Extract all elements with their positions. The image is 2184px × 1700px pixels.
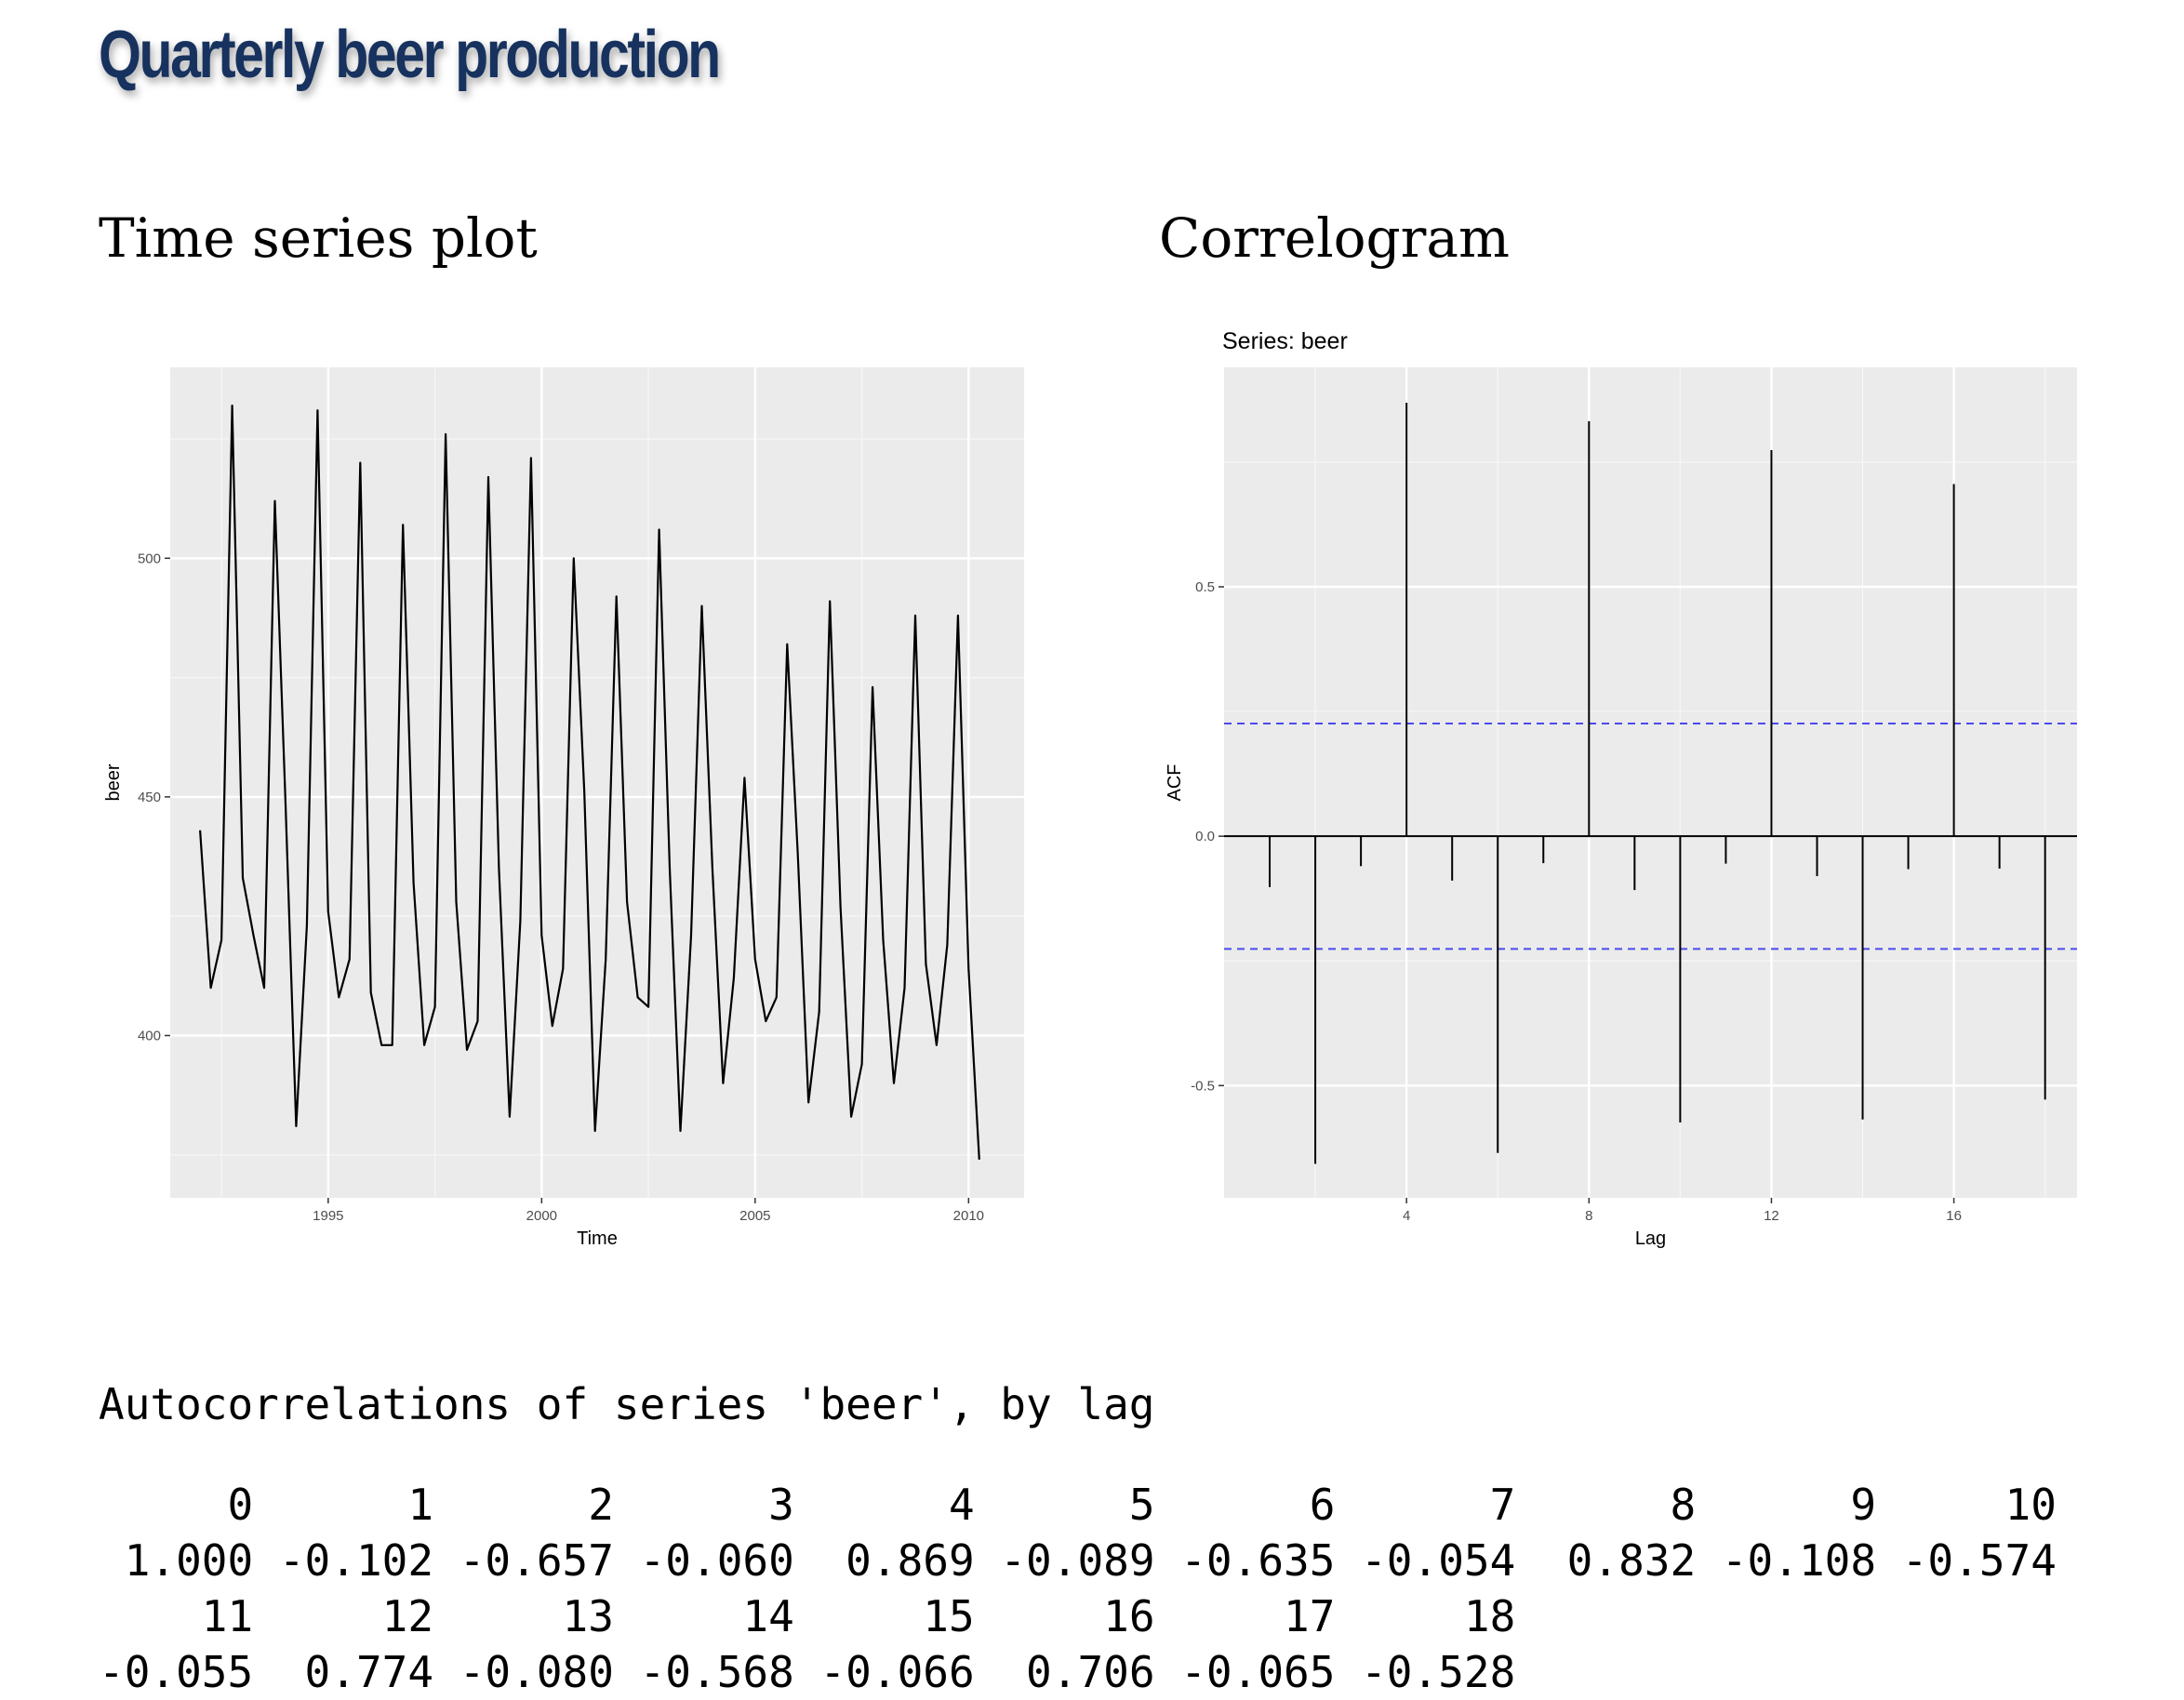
y-tick-label: 0.0 <box>1195 829 1215 844</box>
acf-value: -0.635 <box>1154 1535 1336 1586</box>
lag-label: 3 <box>613 1480 794 1530</box>
acf-value: -0.102 <box>253 1535 434 1586</box>
x-tick-label: 8 <box>1585 1208 1592 1224</box>
x-tick-label: 2005 <box>739 1208 770 1224</box>
x-tick-label: 12 <box>1764 1208 1779 1224</box>
acf-value: 0.869 <box>793 1535 975 1586</box>
lag-label: 1 <box>253 1480 434 1530</box>
x-tick-label: 4 <box>1403 1208 1410 1224</box>
x-axis-label: Time <box>577 1229 618 1249</box>
acf-value: 0.706 <box>974 1647 1155 1697</box>
lag-label: 2 <box>433 1480 614 1530</box>
lag-label: 13 <box>433 1591 614 1641</box>
acf-value-row: -0.055 0.774 -0.080 -0.568 -0.066 0.706 … <box>99 1644 2057 1700</box>
y-tick-label: -0.5 <box>1191 1078 1215 1094</box>
plot-panel <box>170 367 1024 1198</box>
slide-title: Quarterly beer production <box>99 18 721 92</box>
x-tick-label: 2010 <box>953 1208 984 1224</box>
acf-value-row: 1.000 -0.102 -0.657 -0.060 0.869 -0.089 … <box>99 1533 2057 1588</box>
lag-label: 10 <box>1876 1480 2057 1530</box>
y-tick-label: 400 <box>138 1029 161 1044</box>
acf-value: -0.065 <box>1154 1647 1336 1697</box>
acf-output-caption: Autocorrelations of series 'beer', by la… <box>99 1379 1155 1429</box>
lag-label: 17 <box>1154 1591 1336 1641</box>
lag-header-row: 0 1 2 3 4 5 6 7 8 9 10 <box>99 1477 2057 1533</box>
lag-label: 9 <box>1696 1480 1877 1530</box>
acf-output-table: 0 1 2 3 4 5 6 7 8 9 10 1.000 -0.102 -0.6… <box>99 1477 2057 1700</box>
acf-value: 1.000 <box>99 1535 254 1586</box>
acf-value: -0.060 <box>613 1535 794 1586</box>
series-line <box>199 404 980 1160</box>
lag-label: 11 <box>99 1591 254 1641</box>
x-tick-label: 2000 <box>526 1208 557 1224</box>
chart-title: Series: beer <box>1222 328 1348 354</box>
acf-value: -0.657 <box>433 1535 614 1586</box>
lag-label: 8 <box>1515 1480 1697 1530</box>
lag-label: 0 <box>99 1480 254 1530</box>
y-tick-label: 500 <box>138 551 161 566</box>
lag-label: 6 <box>1154 1480 1336 1530</box>
x-tick-label: 1995 <box>313 1208 343 1224</box>
y-axis-label: beer <box>103 764 124 801</box>
lag-label: 5 <box>974 1480 1155 1530</box>
lag-label: 4 <box>793 1480 975 1530</box>
plot-panel <box>1224 367 2077 1198</box>
lag-label: 7 <box>1335 1480 1516 1530</box>
lag-label: 14 <box>613 1591 794 1641</box>
acf-value: -0.089 <box>974 1535 1155 1586</box>
acf-value: -0.080 <box>433 1647 614 1697</box>
acf-value: -0.055 <box>99 1647 254 1697</box>
acf-value: -0.568 <box>613 1647 794 1697</box>
y-axis-label: ACF <box>1165 764 1185 802</box>
lag-header-row: 11 12 13 14 15 16 17 18 <box>99 1588 2057 1644</box>
acf-value: -0.054 <box>1335 1535 1516 1586</box>
acf-value: -0.108 <box>1696 1535 1877 1586</box>
acf-value: -0.574 <box>1876 1535 2057 1586</box>
acf-value: 0.832 <box>1515 1535 1697 1586</box>
acf-value: 0.774 <box>253 1647 434 1697</box>
lag-label: 18 <box>1335 1591 1516 1641</box>
correlogram-heading: Correlogram <box>1159 206 1510 270</box>
lag-label: 12 <box>253 1591 434 1641</box>
time-series-heading: Time series plot <box>99 206 538 270</box>
y-tick-label: 0.5 <box>1195 579 1215 595</box>
time-series-chart: 1995 2000 2005 2010 400 450 500 Time beer <box>103 367 1024 1249</box>
lag-label: 16 <box>974 1591 1155 1641</box>
x-tick-label: 16 <box>1946 1208 1962 1224</box>
acf-value: -0.066 <box>793 1647 975 1697</box>
lag-label: 15 <box>793 1591 975 1641</box>
acf-value: -0.528 <box>1335 1647 1516 1697</box>
correlogram-chart: Series: beer 4 8 12 16 -0.5 0.0 0.5 Lag ACF <box>1165 328 2077 1249</box>
y-tick-label: 450 <box>138 790 161 805</box>
x-axis-label: Lag <box>1635 1229 1666 1249</box>
